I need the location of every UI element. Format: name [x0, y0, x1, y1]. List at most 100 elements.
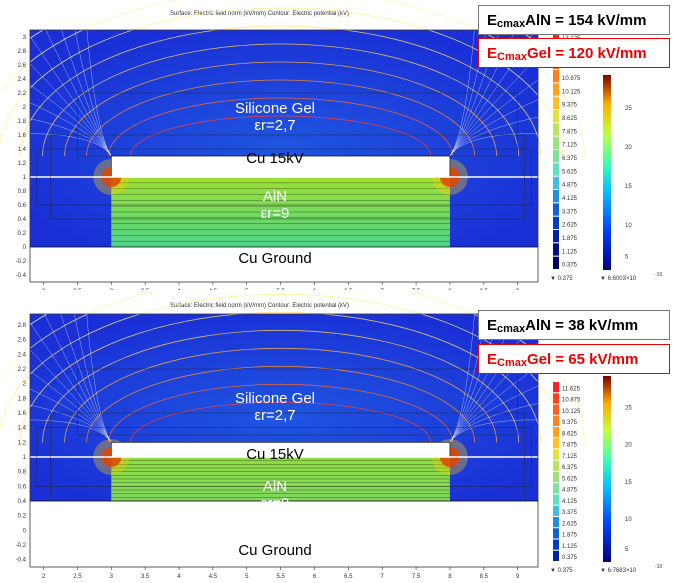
y-tick-label: 3: [23, 35, 27, 41]
y-tick-label: 2: [23, 382, 27, 388]
contour-swatch: [553, 415, 559, 426]
contour-level-label: 1.125: [562, 249, 578, 255]
mesh-box: [36, 148, 532, 206]
contour-level-label: 0.375: [562, 263, 578, 269]
x-tick-label: 2.5: [73, 574, 82, 580]
field-line: [0, 398, 112, 443]
contour-swatch: [553, 550, 559, 561]
gel-name: Silicone Gel: [234, 100, 316, 117]
y-tick-label: 1.2: [18, 161, 27, 167]
contour-swatch: [553, 539, 559, 550]
equipotential-contour: [64, 61, 498, 157]
ground-label: Cu Ground: [238, 250, 312, 267]
y-tick-label: 2.8: [18, 323, 27, 329]
contour-swatch: [553, 483, 559, 494]
ground-label: Cu Ground: [238, 542, 312, 559]
contour-level-label: 10.125: [562, 89, 581, 95]
y-tick-label: 1.4: [18, 147, 27, 153]
y-tick-label: 1.8: [18, 396, 27, 402]
x-tick-label: 6.5: [344, 289, 353, 290]
contour-swatch: [553, 136, 559, 149]
contour-swatch: [553, 123, 559, 136]
contour-swatch: [553, 449, 559, 460]
contour-level-label: 7.875: [562, 129, 578, 135]
x-tick-label: 3.5: [141, 574, 150, 580]
x-tick-label: 6.5: [344, 574, 353, 580]
x-tick-label: 6: [313, 289, 317, 290]
x-tick-label: 2: [42, 574, 46, 580]
x-tick-label: 3: [110, 574, 114, 580]
y-tick-label: 0.8: [18, 189, 27, 195]
field-line: [84, 0, 112, 157]
equipotential-contour: [130, 401, 432, 443]
equipotential-contour: [64, 348, 498, 443]
mesh-box: [50, 134, 525, 220]
colorbar-tick-label: 10: [625, 223, 632, 229]
field-line: [53, 292, 112, 443]
field-line: [13, 12, 112, 157]
contour-swatch: [553, 216, 559, 229]
ecmax-aln-prefix: E: [487, 316, 498, 334]
contour-level-label: 2.625: [562, 521, 578, 527]
mesh-box: [77, 368, 518, 436]
electrode-label: Cu 15kV: [246, 150, 304, 167]
simulation-panel-1: Surface: Electric field norm (kV/mm) Con…: [0, 0, 678, 290]
contour-level-label: 1.125: [562, 544, 578, 550]
contour-level-label: 9.375: [562, 103, 578, 109]
colorbar-min-exponent: -10: [655, 564, 662, 570]
contour-swatch: [553, 472, 559, 483]
contour-swatch: [553, 190, 559, 203]
y-tick-label: 0.2: [18, 231, 27, 237]
contour-swatch: [553, 30, 559, 43]
plot-frame: [29, 313, 539, 568]
x-tick-label: 8.5: [480, 289, 489, 290]
equipotential-contour: [0, 0, 586, 157]
contour-swatch: [553, 382, 559, 393]
contour-swatch: [553, 96, 559, 109]
colorbar-min-label: ▼ 6.6003×10: [600, 276, 637, 282]
colorbar-tick-label: 20: [625, 443, 632, 449]
x-tick-label: 4.5: [209, 574, 218, 580]
gel-eps: εr=2,7: [254, 407, 296, 424]
x-tick-label: 8: [448, 574, 452, 580]
contour-level-label: 2.625: [562, 223, 578, 229]
contour-swatch: [553, 256, 559, 269]
contour-swatch: [553, 176, 559, 189]
x-tick-label: 5: [245, 289, 249, 290]
colorbar: [603, 75, 611, 270]
contour-level-label: 4.875: [562, 488, 578, 494]
contour-level-label: 6.375: [562, 465, 578, 471]
contour-level-label: 9.375: [562, 420, 578, 426]
contour-level-label: 1.875: [562, 236, 578, 242]
contour-min-label: ▼ 0.375: [550, 568, 573, 574]
contour-swatch: [553, 505, 559, 516]
field-line: [449, 0, 477, 157]
contour-level-label: 8.625: [562, 431, 578, 437]
contour-swatch: [553, 528, 559, 539]
ecmax-aln-prefix: E: [487, 11, 498, 29]
field-line: [449, 292, 508, 443]
mesh-box: [50, 412, 525, 502]
y-tick-label: 1.4: [18, 426, 27, 432]
equipotential-contour: [108, 97, 454, 157]
mesh-box: [36, 427, 532, 487]
colorbar-min-exponent: -10: [655, 272, 662, 278]
y-tick-label: 1: [23, 455, 27, 461]
ecmax-gel-prefix: E: [487, 44, 498, 62]
contour-level-label: 7.875: [562, 443, 578, 449]
colorbar-min-label: ▼ 6.7683×10: [600, 568, 637, 574]
contour-swatch: [553, 150, 559, 163]
ecmax-gel-text: Gel = 120 kV/mm: [526, 44, 647, 62]
field-line: [449, 292, 477, 443]
y-tick-label: 0.6: [18, 484, 27, 490]
ecmax-gel-box: E Cmax Gel = 120 kV/mm: [478, 38, 670, 68]
y-tick-label: 1.6: [18, 411, 27, 417]
contour-swatch: [553, 517, 559, 528]
x-tick-label: 4.5: [209, 289, 218, 290]
y-tick-label: 0.4: [18, 499, 27, 505]
field-line: [449, 56, 572, 157]
y-tick-label: 0.2: [18, 514, 27, 520]
aln-label: AlN εr=9: [220, 188, 330, 222]
